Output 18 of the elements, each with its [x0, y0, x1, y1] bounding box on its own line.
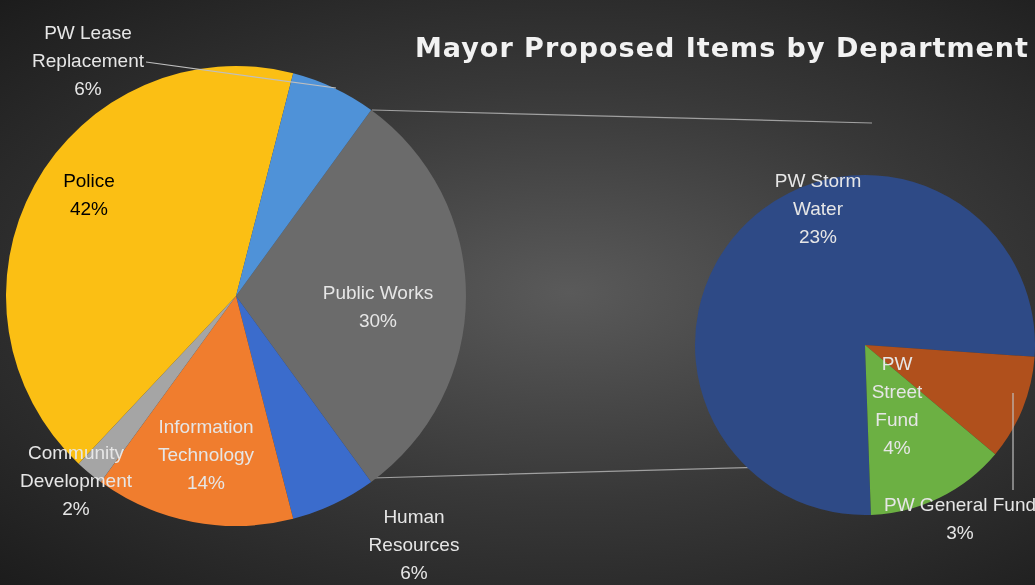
slice-label: PW Street Fund	[871, 353, 924, 431]
data-label: 3%	[946, 522, 974, 544]
slice-label: PW Lease Replacement	[32, 22, 145, 72]
data-label: 4%	[883, 437, 911, 459]
data-label: 42%	[69, 198, 109, 220]
data-label: 6%	[400, 562, 428, 584]
text: Mayor Proposed Items by Department	[414, 32, 1029, 63]
slice-label: Police	[63, 170, 115, 192]
slice-label: Human Resources	[368, 506, 460, 556]
data-label: 14%	[186, 472, 226, 494]
slice-label: Public Works	[322, 282, 434, 304]
slice-label: PW Storm Water	[774, 170, 862, 220]
slice-label: Information Technology	[157, 416, 255, 466]
data-label: 2%	[62, 498, 90, 520]
data-label: 23%	[798, 226, 838, 248]
slice-label: PW General Fund	[883, 494, 1035, 516]
data-label: 6%	[74, 78, 102, 100]
data-label: 30%	[358, 310, 398, 332]
